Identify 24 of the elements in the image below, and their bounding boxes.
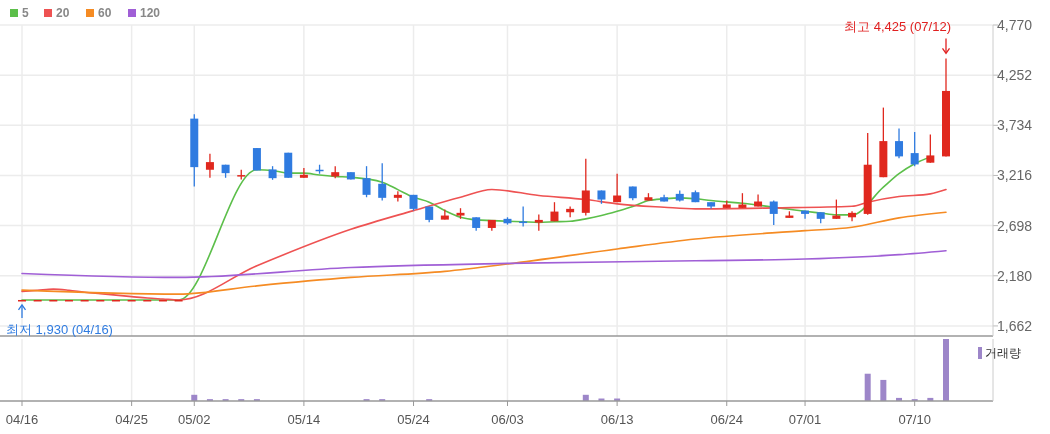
legend-label: 5 [22,6,29,20]
y-tick-label: 1,662 [997,317,1033,334]
y-tick-label: 3,216 [997,167,1033,184]
legend-label: 60 [98,6,112,20]
x-tick-label: 06/24 [710,412,744,427]
legend-label: 거래량 [985,346,1021,360]
y-tick-label: 4,252 [997,67,1033,84]
x-tick-label: 04/25 [115,412,148,427]
x-tick-label: 06/03 [491,412,524,427]
x-tick-label: 06/13 [600,412,634,427]
x-tick-label: 05/24 [397,412,430,427]
x-tick-label: 05/02 [178,412,211,427]
x-tick-label: 07/01 [788,412,822,427]
x-tick-label: 07/10 [898,412,931,427]
annotation: 최고 4,425 (07/12) [844,19,951,35]
y-tick-label: 3,734 [997,117,1033,134]
y-tick-label: 2,180 [997,267,1033,284]
y-tick-label: 4,770 [997,17,1033,33]
annotation: 최저 1,930 (04/16) [6,321,113,337]
legend-label: 120 [140,6,161,20]
y-tick-label: 2,698 [997,217,1033,234]
legend-label: 20 [56,6,70,20]
x-tick-label: 05/14 [287,412,321,427]
x-tick-label: 04/16 [5,412,39,427]
